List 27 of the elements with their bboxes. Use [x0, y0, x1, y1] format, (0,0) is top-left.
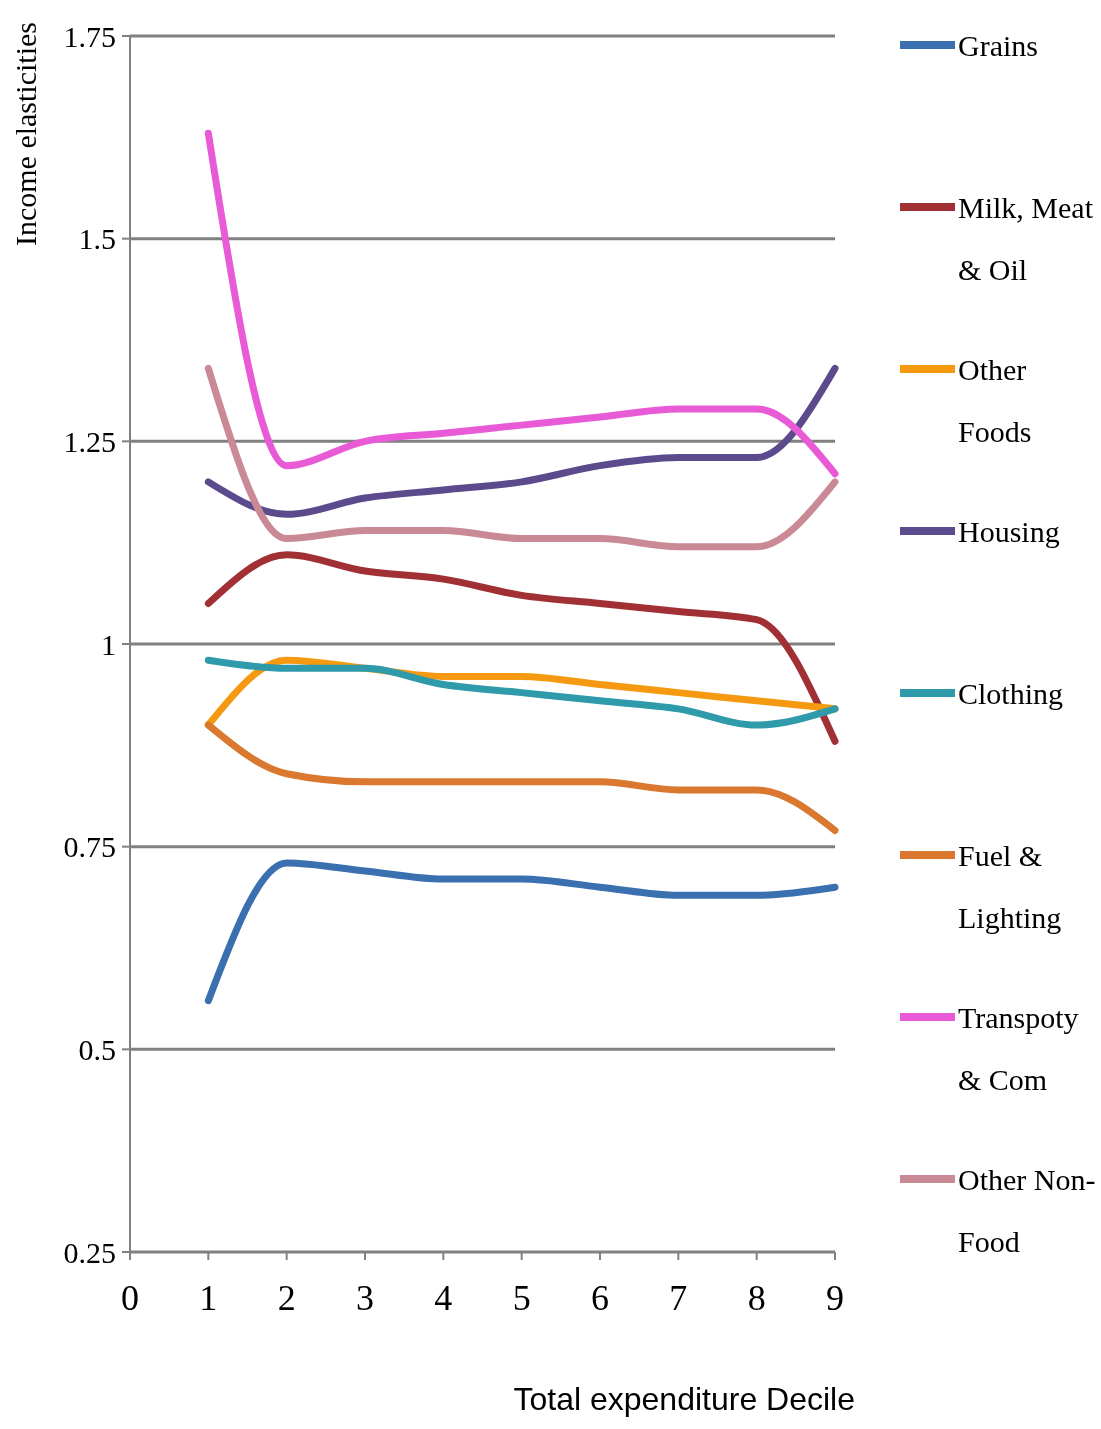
- y-tick-label: 0.25: [63, 1235, 116, 1269]
- legend-label: Housing: [958, 514, 1060, 548]
- legend-label: Fuel & Lighting: [958, 838, 1062, 934]
- x-axis-title: Total expenditure Decile: [513, 1381, 855, 1417]
- x-tick-label: 6: [591, 1278, 609, 1318]
- legend-label: Clothing: [958, 676, 1064, 710]
- legend-label: Other Non-Food: [958, 1162, 1096, 1258]
- x-tick-label: 1: [199, 1278, 218, 1318]
- x-tick-label: 5: [512, 1278, 531, 1318]
- y-tick-label: 1.75: [63, 19, 116, 53]
- legend-label: Grains: [958, 28, 1038, 62]
- x-tick-label: 3: [356, 1278, 374, 1318]
- legend-label: Transpoty & Com: [958, 1000, 1079, 1096]
- legend-label: Milk, Meat & Oil: [958, 190, 1094, 286]
- y-tick-label: 0.75: [63, 830, 116, 864]
- x-tick-label: 2: [277, 1278, 296, 1318]
- x-tick-label: 0: [121, 1278, 139, 1318]
- legend-label: Other Foods: [958, 352, 1032, 448]
- x-tick-label: 7: [669, 1278, 688, 1318]
- y-tick-label: 0.5: [78, 1032, 116, 1066]
- x-tick-label: 4: [434, 1278, 453, 1318]
- x-tick-label: 9: [826, 1278, 844, 1318]
- y-tick-label: 1.5: [78, 222, 116, 256]
- x-tick-label: 8: [747, 1278, 766, 1318]
- y-axis-title: Income elasticities: [9, 22, 42, 247]
- y-tick-label: 1: [101, 627, 116, 661]
- y-tick-label: 1.25: [63, 424, 116, 458]
